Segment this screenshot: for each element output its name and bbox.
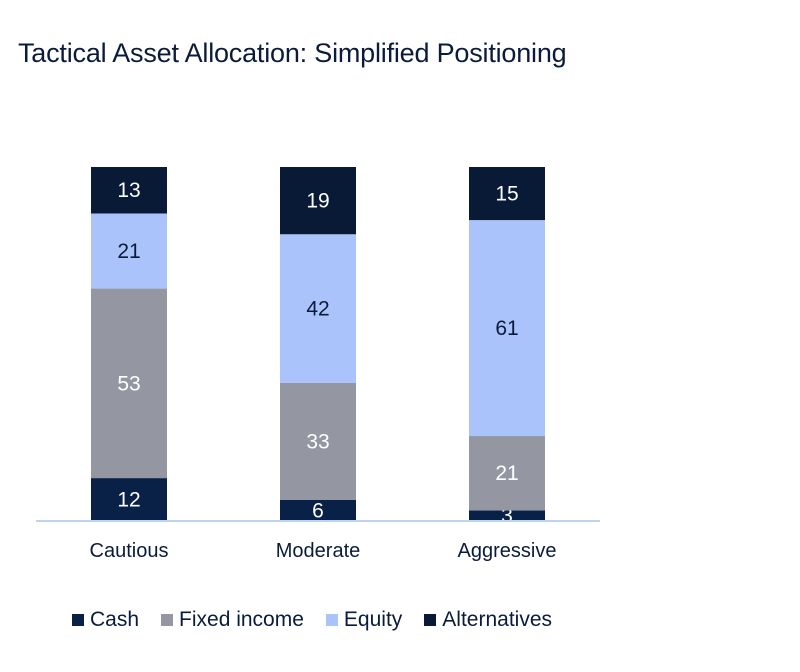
data-label-equity-moderate: 42 <box>306 298 329 321</box>
x-tick-label-moderate: Moderate <box>276 540 361 562</box>
legend-item-alternatives: Alternatives <box>424 608 552 632</box>
data-label-equity-aggressive: 61 <box>495 317 518 340</box>
bar-segment-equity-moderate <box>280 234 356 383</box>
legend-label: Fixed income <box>179 608 304 631</box>
data-label-fixed-income-cautious: 53 <box>117 372 140 395</box>
legend-item-fixed-income: Fixed income <box>161 608 304 632</box>
legend-swatch <box>161 614 174 626</box>
data-label-alternatives-moderate: 19 <box>306 190 329 213</box>
bar-segment-equity-cautious <box>91 213 167 289</box>
stacked-bar-chart: 12 53 21 13 6 33 42 19 3 21 61 15 Cautious Moderate A… <box>36 167 600 562</box>
legend-swatch <box>325 614 338 626</box>
legend-label: Cash <box>90 608 140 631</box>
bar-segment-cash-cautious <box>91 478 167 521</box>
data-label-alternatives-cautious: 13 <box>117 179 140 202</box>
x-tick-labels: Cautious Moderate Aggressive <box>90 540 557 562</box>
data-label-fixed-income-moderate: 33 <box>306 430 329 453</box>
x-tick-label-cautious: Cautious <box>90 540 169 562</box>
legend-label: Equity <box>343 608 403 631</box>
data-label-alternatives-aggressive: 15 <box>495 183 518 206</box>
bar-segment-cash-moderate <box>280 499 356 521</box>
bar-segment-alternatives-cautious <box>91 167 167 214</box>
bar-segment-alternatives-moderate <box>280 167 356 235</box>
legend-swatch <box>424 614 437 626</box>
bars-group: 12 53 21 13 6 33 42 19 3 21 61 15 <box>91 167 545 528</box>
legend-swatch <box>72 614 84 626</box>
legend-item-cash: Cash <box>72 608 139 632</box>
bar-segment-equity-aggressive <box>469 220 545 437</box>
data-label-cash-moderate: 6 <box>312 499 324 522</box>
bar-segment-fixed-income-moderate <box>280 382 356 500</box>
bar-segment-fixed-income-aggressive <box>469 436 545 511</box>
data-label-fixed-income-aggressive: 21 <box>495 462 518 485</box>
data-label-cash-cautious: 12 <box>117 489 140 512</box>
bar-segment-alternatives-aggressive <box>469 167 545 221</box>
data-label-equity-cautious: 21 <box>117 240 140 263</box>
legend: Cash Fixed income Equity Alternatives <box>72 608 552 632</box>
legend-label: Alternatives <box>442 608 553 631</box>
legend-item-equity: Equity <box>325 608 403 632</box>
x-tick-label-aggressive: Aggressive <box>458 540 557 562</box>
bar-segment-cash-aggressive <box>469 510 545 521</box>
chart-title: Tactical Asset Allocation: Simplified Po… <box>18 38 567 68</box>
data-label-cash-aggressive: 3 <box>501 505 513 528</box>
bar-segment-fixed-income-cautious <box>91 288 167 479</box>
